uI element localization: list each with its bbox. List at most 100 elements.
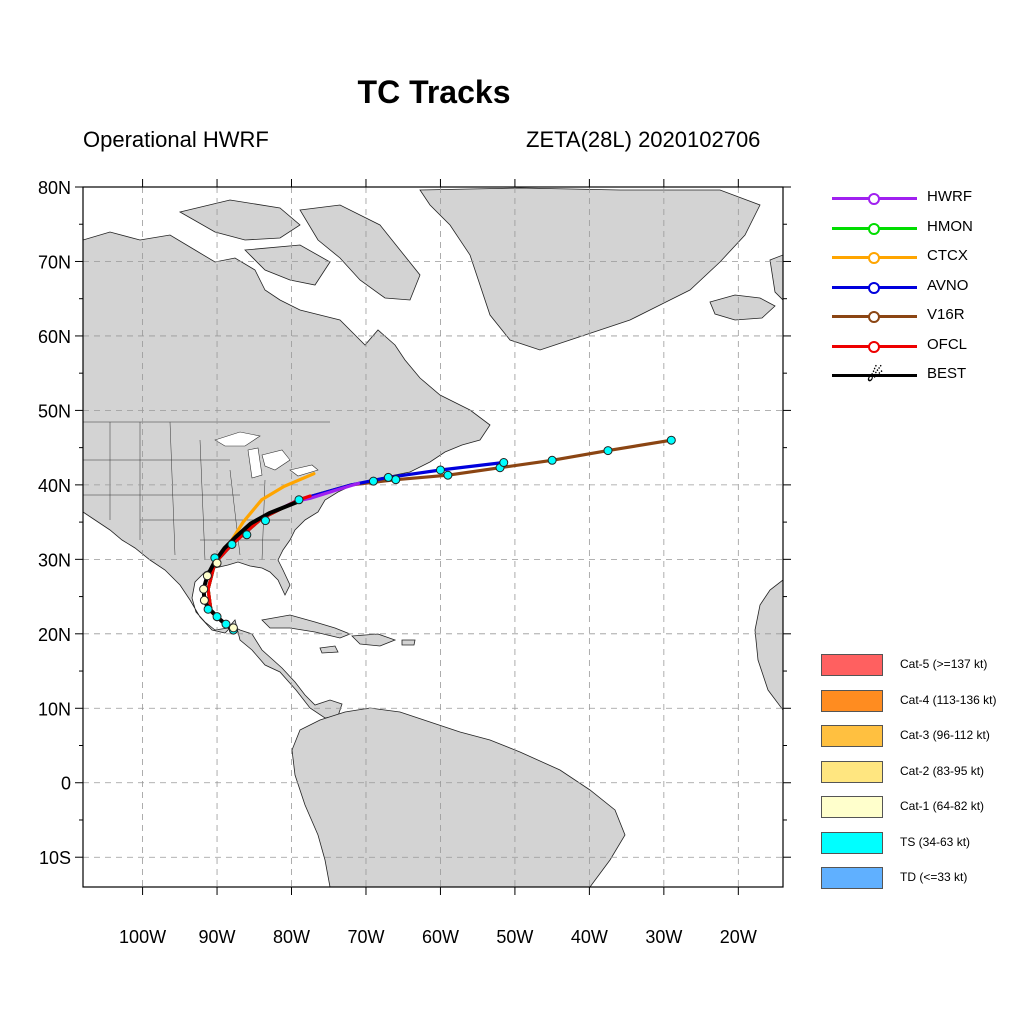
north-america-land (83, 231, 491, 719)
political-boundaries (83, 421, 330, 561)
intensity-label: Cat-1 (64-82 kt) (900, 799, 985, 813)
landmass (83, 187, 783, 887)
intensity-swatch (821, 796, 883, 818)
ts-marker (603, 446, 613, 456)
legend-item-ctcx: CTCX (832, 247, 1022, 269)
lon-tick-label: 40W (571, 927, 608, 947)
intensity-swatch (821, 725, 883, 747)
iceland-land (709, 294, 776, 321)
legend-item-hwrf: HWRF (832, 188, 1022, 210)
lon-tick-label: 80W (273, 927, 310, 947)
legend-label: V16R (927, 306, 965, 323)
legend-item-avno: AVNO (832, 277, 1022, 299)
legend-marker (868, 311, 880, 323)
legend-item-hmon: HMON (832, 218, 1022, 240)
ts-marker (203, 604, 213, 614)
ts-marker (383, 472, 393, 482)
baffin-island (299, 204, 421, 301)
legend-label: BEST (927, 365, 967, 382)
lon-tick-label: 100W (119, 927, 166, 947)
intensity-swatch (821, 867, 883, 889)
lon-tick-label: 20W (720, 927, 757, 947)
intensity-legend-item: Cat-5 (>=137 kt) (821, 654, 1021, 676)
puerto-rico-land (401, 639, 416, 646)
model-label: Operational HWRF (83, 127, 269, 152)
intensity-legend-item: Cat-3 (96-112 kt) (821, 725, 1021, 747)
lon-tick-label: 70W (347, 927, 384, 947)
legend-marker (868, 340, 880, 353)
jamaica-land (319, 645, 339, 654)
intensity-label: TD (<=33 kt) (900, 870, 968, 884)
cat1-marker (228, 623, 238, 633)
ts-marker (443, 470, 453, 480)
lat-tick-label: 0 (61, 774, 71, 794)
cuba-land (261, 614, 352, 639)
ts-marker (666, 435, 676, 445)
cat1-marker (199, 595, 209, 605)
africa-land (754, 579, 783, 711)
legend-marker (868, 193, 880, 205)
legend-marker (868, 252, 880, 264)
intensity-swatch (821, 831, 883, 854)
ts-marker (547, 455, 557, 465)
lat-tick-label: 30N (38, 550, 71, 570)
legend-line (832, 374, 917, 377)
intensity-swatch (821, 689, 883, 712)
intensity-label: TS (34-63 kt) (900, 834, 971, 849)
hispaniola-land (351, 633, 397, 647)
legend-marker (868, 222, 880, 235)
lat-tick-label: 70N (38, 252, 71, 272)
legend-label: HMON (927, 217, 973, 235)
ts-marker (260, 516, 270, 526)
map-grid (83, 187, 783, 887)
cat1-marker (212, 558, 222, 568)
intensity-label: Cat-2 (83-95 kt) (900, 763, 985, 778)
lon-tick-label: 60W (422, 927, 459, 947)
arctic-island (178, 199, 301, 241)
great-lakes (214, 431, 319, 479)
ts-marker (242, 530, 252, 540)
ts-marker (368, 476, 378, 486)
ts-marker (294, 495, 304, 505)
intensity-swatch (821, 654, 883, 676)
south-america-land (291, 707, 626, 887)
storm-id-label: ZETA(28L) 2020102706 (526, 127, 761, 152)
intensity-legend-item: Cat-1 (64-82 kt) (821, 796, 1021, 818)
ts-marker (221, 619, 231, 629)
lat-tick-label: 40N (38, 476, 71, 496)
legend-label: CTCX (927, 247, 968, 264)
greenland-land (419, 187, 761, 351)
lat-tick-label: 20N (38, 625, 71, 645)
ts-marker (391, 475, 401, 485)
intensity-label: Cat-4 (113-136 kt) (900, 692, 997, 707)
intensity-label: Cat-3 (96-112 kt) (900, 728, 990, 742)
cat1-marker (199, 584, 209, 594)
axis-ticks (75, 179, 791, 895)
intensity-legend-item: TS (34-63 kt) (821, 831, 1021, 854)
hurricane-symbol-icon: ☄ (867, 365, 884, 385)
intensity-legend-item: Cat-4 (113-136 kt) (821, 689, 1021, 712)
ts-marker (499, 458, 509, 468)
ts-marker (435, 465, 445, 475)
ts-marker (227, 539, 237, 549)
arctic-island (244, 244, 331, 286)
lon-tick-label: 30W (645, 927, 682, 947)
marker-layer (199, 435, 676, 635)
lat-tick-label: 10S (39, 848, 71, 868)
intensity-swatch (821, 760, 883, 783)
lon-tick-label: 50W (496, 927, 533, 947)
legend-item-v16r: V16R (832, 306, 1022, 328)
intensity-legend-item: TD (<=33 kt) (821, 867, 1021, 889)
legend-label: HWRF (927, 188, 972, 205)
cat1-marker (202, 571, 212, 581)
intensity-legend-item: Cat-2 (83-95 kt) (821, 760, 1021, 783)
intensity-label: Cat-5 (>=137 kt) (900, 657, 988, 671)
lat-tick-label: 50N (38, 401, 71, 421)
chart-title: TC Tracks (357, 74, 511, 110)
axis-tick-labels: 80N 70N 60N 50N 40N 30N 20N 10N 0 10S 100W 90W 80W 70… (38, 178, 757, 947)
legend-label: AVNO (927, 276, 969, 294)
lat-tick-label: 80N (38, 178, 71, 198)
legend-item-ofcl: OFCL (832, 336, 1022, 358)
legend-label: OFCL (927, 335, 968, 353)
